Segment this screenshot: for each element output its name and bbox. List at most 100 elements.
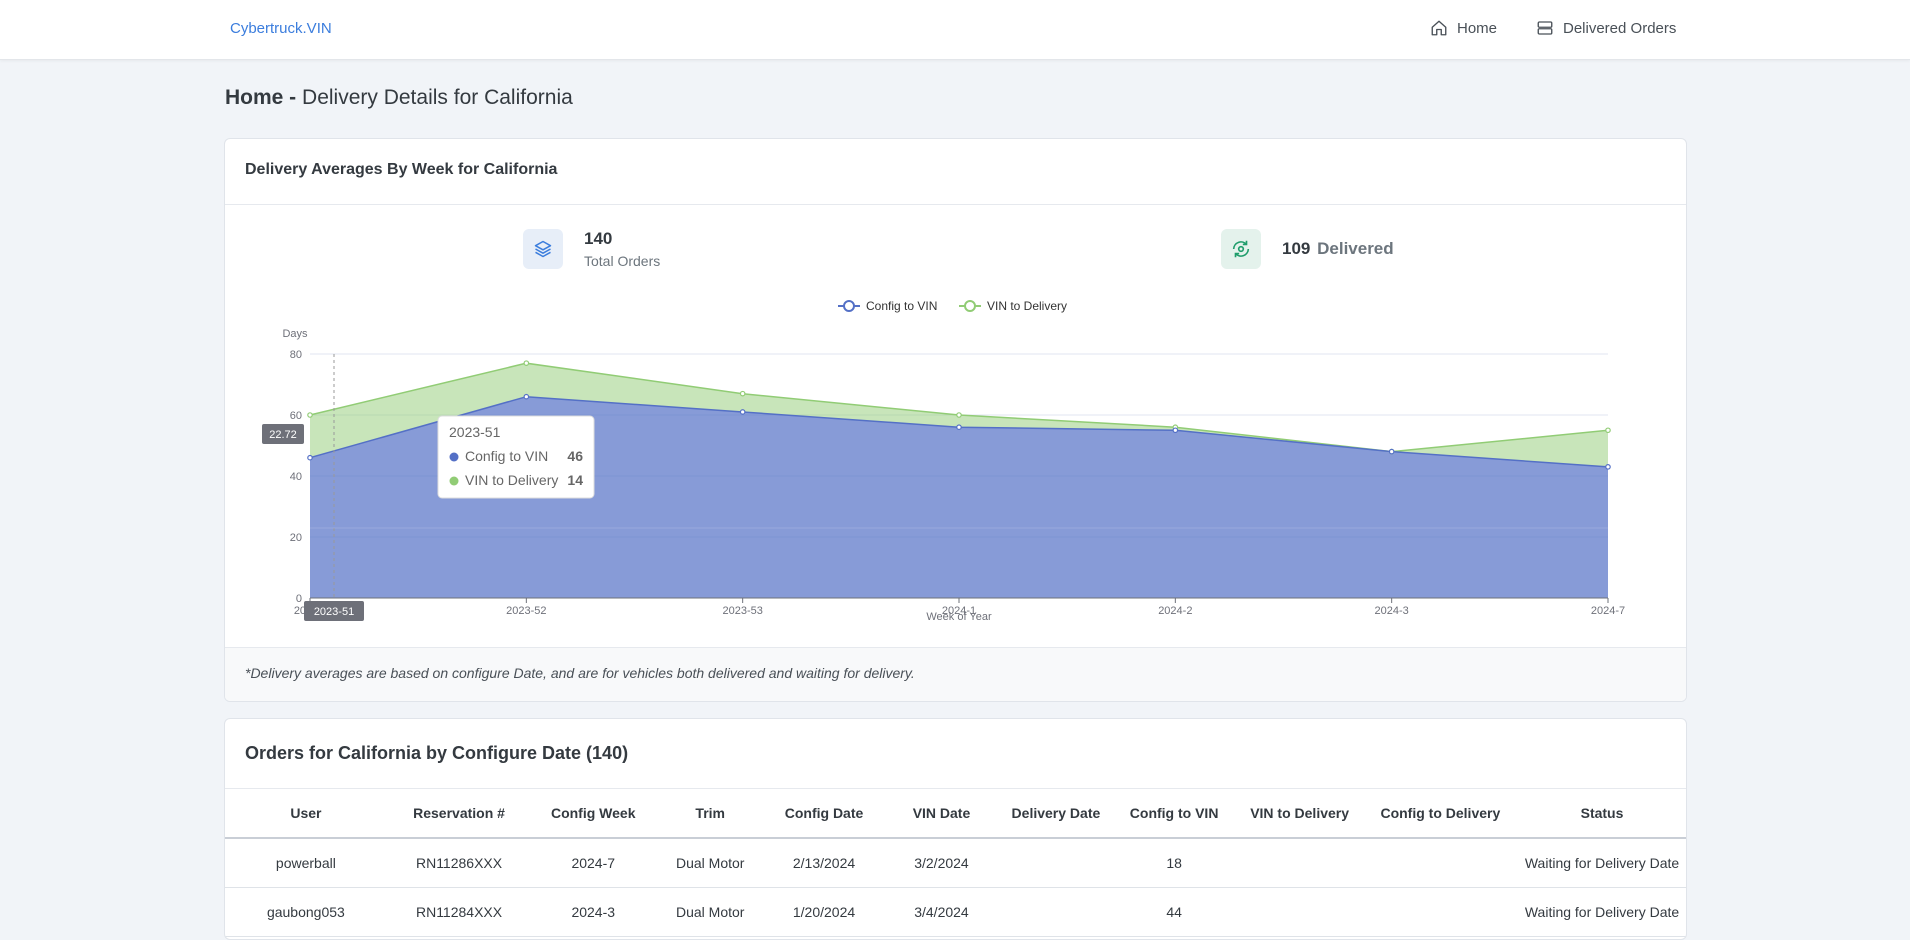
table-cell: 3/4/2024 [882,887,1001,937]
legend-label: VIN to Delivery [987,299,1067,313]
page-title-rest: Delivery Details for California [302,86,573,109]
delivered-stat: 109 Delivered [1221,229,1394,269]
y-tick-label: 60 [290,410,302,422]
x-axis-title: Week of Year [926,611,992,623]
table-cell [1236,838,1363,888]
tooltip-series-name: Config to VIN [465,448,548,464]
table-cell: gaubong053 [225,887,387,937]
page-title: Home - Delivery Details for California [225,86,573,110]
tooltip-marker [449,476,459,486]
legend-marker [964,300,976,312]
table-row[interactable]: powerball RN11286XXX 2024-7 Dual Motor 2/13/… [225,838,1686,888]
data-point [956,412,962,418]
x-tick-label: 2023-53 [722,605,762,617]
tooltip-title: 2023-51 [449,424,501,440]
x-tick-label: 2024-7 [1591,605,1625,617]
data-point [1605,464,1611,470]
y-tick-label: 20 [290,532,302,544]
table-cell: 2024-3 [531,887,656,937]
orders-table: User Reservation # Config Week Trim Config D… [225,789,1686,937]
total-orders-value: 140 [584,229,613,248]
data-point [307,454,313,461]
nav-home-label: Home [1457,19,1498,37]
tooltip-series-name: VIN to Delivery [465,472,558,488]
averages-footer-note: *Delivery averages are based on configur… [225,647,1686,701]
layers-icon [523,229,563,269]
table-cell: Dual Motor [655,838,766,888]
column-header[interactable]: Reservation # [386,789,532,839]
column-header[interactable]: Delivery Date [1000,789,1112,839]
server-icon [1537,21,1553,35]
column-header[interactable]: Trim [655,789,766,839]
top-navbar: Cybertruck.VIN Home Delivered Orders [0,0,1910,60]
data-point [523,360,530,366]
column-header[interactable]: Config Week [531,789,656,839]
column-header[interactable]: Config Date [765,789,883,839]
axis-pointer-x-label: 2023-51 [314,606,354,618]
delivered-icon [1221,229,1261,269]
column-header[interactable]: Status [1518,789,1686,839]
averages-card-title: Delivery Averages By Week for California [225,139,1686,205]
column-header[interactable]: VIN to Delivery [1236,789,1363,839]
column-header[interactable]: Config to VIN [1111,789,1237,839]
legend-label: Config to VIN [866,299,937,313]
data-point [956,424,962,431]
data-point [739,409,746,415]
table-cell: Waiting for Delivery Date [1518,887,1686,937]
delivered-value: 109 [1282,239,1311,258]
home-icon [1431,20,1447,36]
table-cell: 18 [1111,838,1237,888]
nav-home-link[interactable]: Home [1430,19,1497,37]
table-cell: Dual Motor [655,887,766,937]
nav-delivered-orders-link[interactable]: Delivered Orders [1536,19,1676,37]
column-header[interactable]: VIN Date [882,789,1001,839]
delivery-averages-chart[interactable]: Config to VIN VIN to Delivery Days 0 20 40 60 8… [225,139,1686,649]
y-tick-label: 0 [296,593,302,605]
brand-link[interactable]: Cybertruck.VIN [230,20,332,37]
data-point [1388,448,1395,455]
nav-orders-label: Delivered Orders [1563,19,1677,37]
table-cell: RN11284XXX [386,887,532,937]
x-tick-label: 2024-2 [1158,605,1192,617]
axis-pointer-y-label: 22.72 [269,429,297,441]
x-tick-label: 2023-52 [506,605,546,617]
legend-marker [843,300,855,312]
y-tick-label: 40 [290,471,302,483]
table-cell: 1/20/2024 [765,887,883,937]
column-header[interactable]: Config to Delivery [1362,789,1519,839]
table-cell: powerball [225,838,387,888]
table-cell: 3/2/2024 [882,838,1001,888]
column-header[interactable]: User [225,789,387,839]
axis-pointer-y-label-bg [262,424,304,444]
total-orders-label: Total Orders [584,253,661,269]
table-cell [1362,838,1519,888]
table-cell: 2024-7 [531,838,656,888]
data-point [307,412,313,418]
table-cell [1000,838,1112,888]
data-point [523,393,530,400]
y-tick-label: 80 [290,349,302,361]
table-cell [1362,887,1519,937]
page-title-bold: Home - [225,86,297,109]
delivery-averages-card: Delivery Averages By Week for California… [224,138,1687,702]
orders-table-header: User Reservation # Config Week Trim Config D… [225,789,1686,839]
orders-card: Orders for California by Configure Date … [224,718,1687,940]
table-cell: 2/13/2024 [765,838,883,888]
series-area-config-to-vin [310,396,1608,598]
orders-table-body: powerball RN11286XXX 2024-7 Dual Motor 2/13/… [225,838,1686,937]
x-tick-label: 2024-3 [1375,605,1409,617]
axis-pointer-x-label-bg [304,601,364,621]
x-tick-label: 2024-1 [942,605,976,617]
data-point [1605,427,1611,434]
table-row[interactable]: gaubong053 RN11284XXX 2024-3 Dual Motor 1/20… [225,887,1686,937]
table-cell [1000,887,1112,937]
y-axis-title: Days [282,328,308,340]
delivered-label: Delivered [1317,239,1394,258]
table-cell: RN11286XXX [386,838,532,888]
data-point [739,390,746,397]
tooltip-value: 46 [567,448,583,464]
table-cell: Waiting for Delivery Date [1518,838,1686,888]
orders-card-title: Orders for California by Configure Date … [225,719,1686,789]
total-orders-stat: 140 Total Orders [523,229,660,269]
tooltip-marker [449,452,459,462]
